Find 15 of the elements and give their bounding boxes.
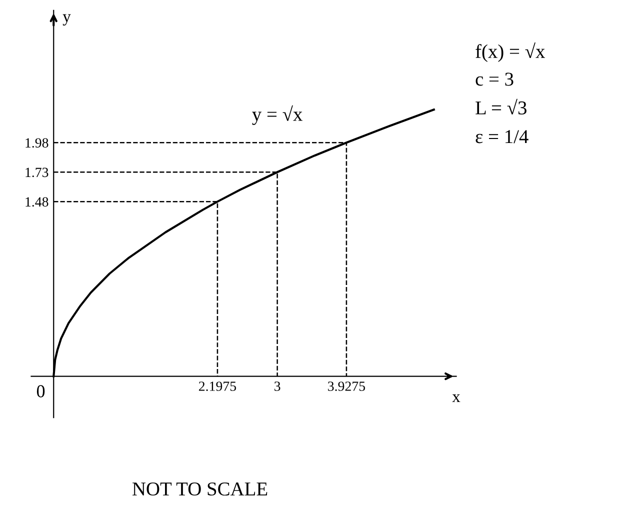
series-label: y = √x xyxy=(252,105,302,125)
text: c = 3 xyxy=(476,72,514,86)
text: L = √3 xyxy=(476,98,526,114)
x-tick-label: 2.1975 xyxy=(198,382,236,391)
y-tick-label: 1.98 xyxy=(26,138,48,148)
y-tick-label: 1.73 xyxy=(26,168,48,178)
y-axis-title: y xyxy=(62,14,71,26)
text: f(x) = √x xyxy=(476,42,545,62)
text: NOT TO SCALE xyxy=(132,482,268,496)
x-tick-label: 3.9275 xyxy=(328,382,366,391)
x-tick-label: 3 xyxy=(274,382,280,391)
x-axis-title: x xyxy=(452,394,460,402)
y-tick-label: 1.48 xyxy=(26,197,48,207)
text: ε = 1/4 xyxy=(476,130,528,144)
x-tick-label: 0 xyxy=(36,385,45,398)
